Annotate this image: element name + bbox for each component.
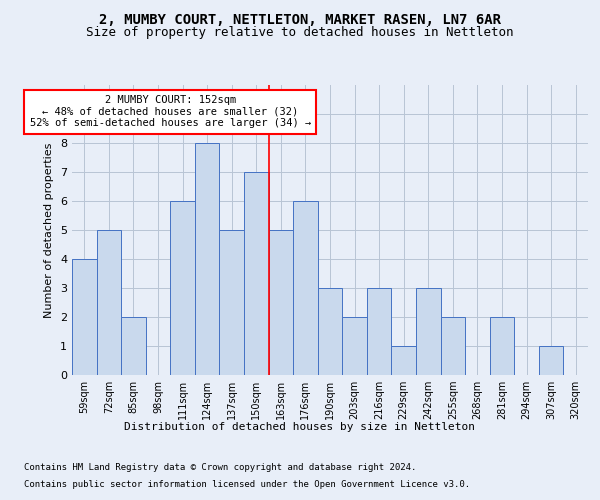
Bar: [97, 230, 121, 375]
Bar: [244, 172, 269, 375]
Text: Contains public sector information licensed under the Open Government Licence v3: Contains public sector information licen…: [24, 480, 470, 489]
Bar: [72, 259, 97, 375]
Bar: [220, 230, 244, 375]
Bar: [416, 288, 440, 375]
Text: Contains HM Land Registry data © Crown copyright and database right 2024.: Contains HM Land Registry data © Crown c…: [24, 464, 416, 472]
Bar: [170, 201, 195, 375]
Y-axis label: Number of detached properties: Number of detached properties: [44, 142, 55, 318]
Bar: [490, 317, 514, 375]
Bar: [318, 288, 342, 375]
Bar: [367, 288, 391, 375]
Bar: [539, 346, 563, 375]
Text: 2 MUMBY COURT: 152sqm
← 48% of detached houses are smaller (32)
52% of semi-deta: 2 MUMBY COURT: 152sqm ← 48% of detached …: [29, 95, 311, 128]
Text: Size of property relative to detached houses in Nettleton: Size of property relative to detached ho…: [86, 26, 514, 39]
Bar: [440, 317, 465, 375]
Bar: [342, 317, 367, 375]
Text: 2, MUMBY COURT, NETTLETON, MARKET RASEN, LN7 6AR: 2, MUMBY COURT, NETTLETON, MARKET RASEN,…: [99, 12, 501, 26]
Bar: [293, 201, 318, 375]
Bar: [269, 230, 293, 375]
Bar: [195, 143, 220, 375]
Bar: [121, 317, 146, 375]
Text: Distribution of detached houses by size in Nettleton: Distribution of detached houses by size …: [125, 422, 476, 432]
Bar: [391, 346, 416, 375]
